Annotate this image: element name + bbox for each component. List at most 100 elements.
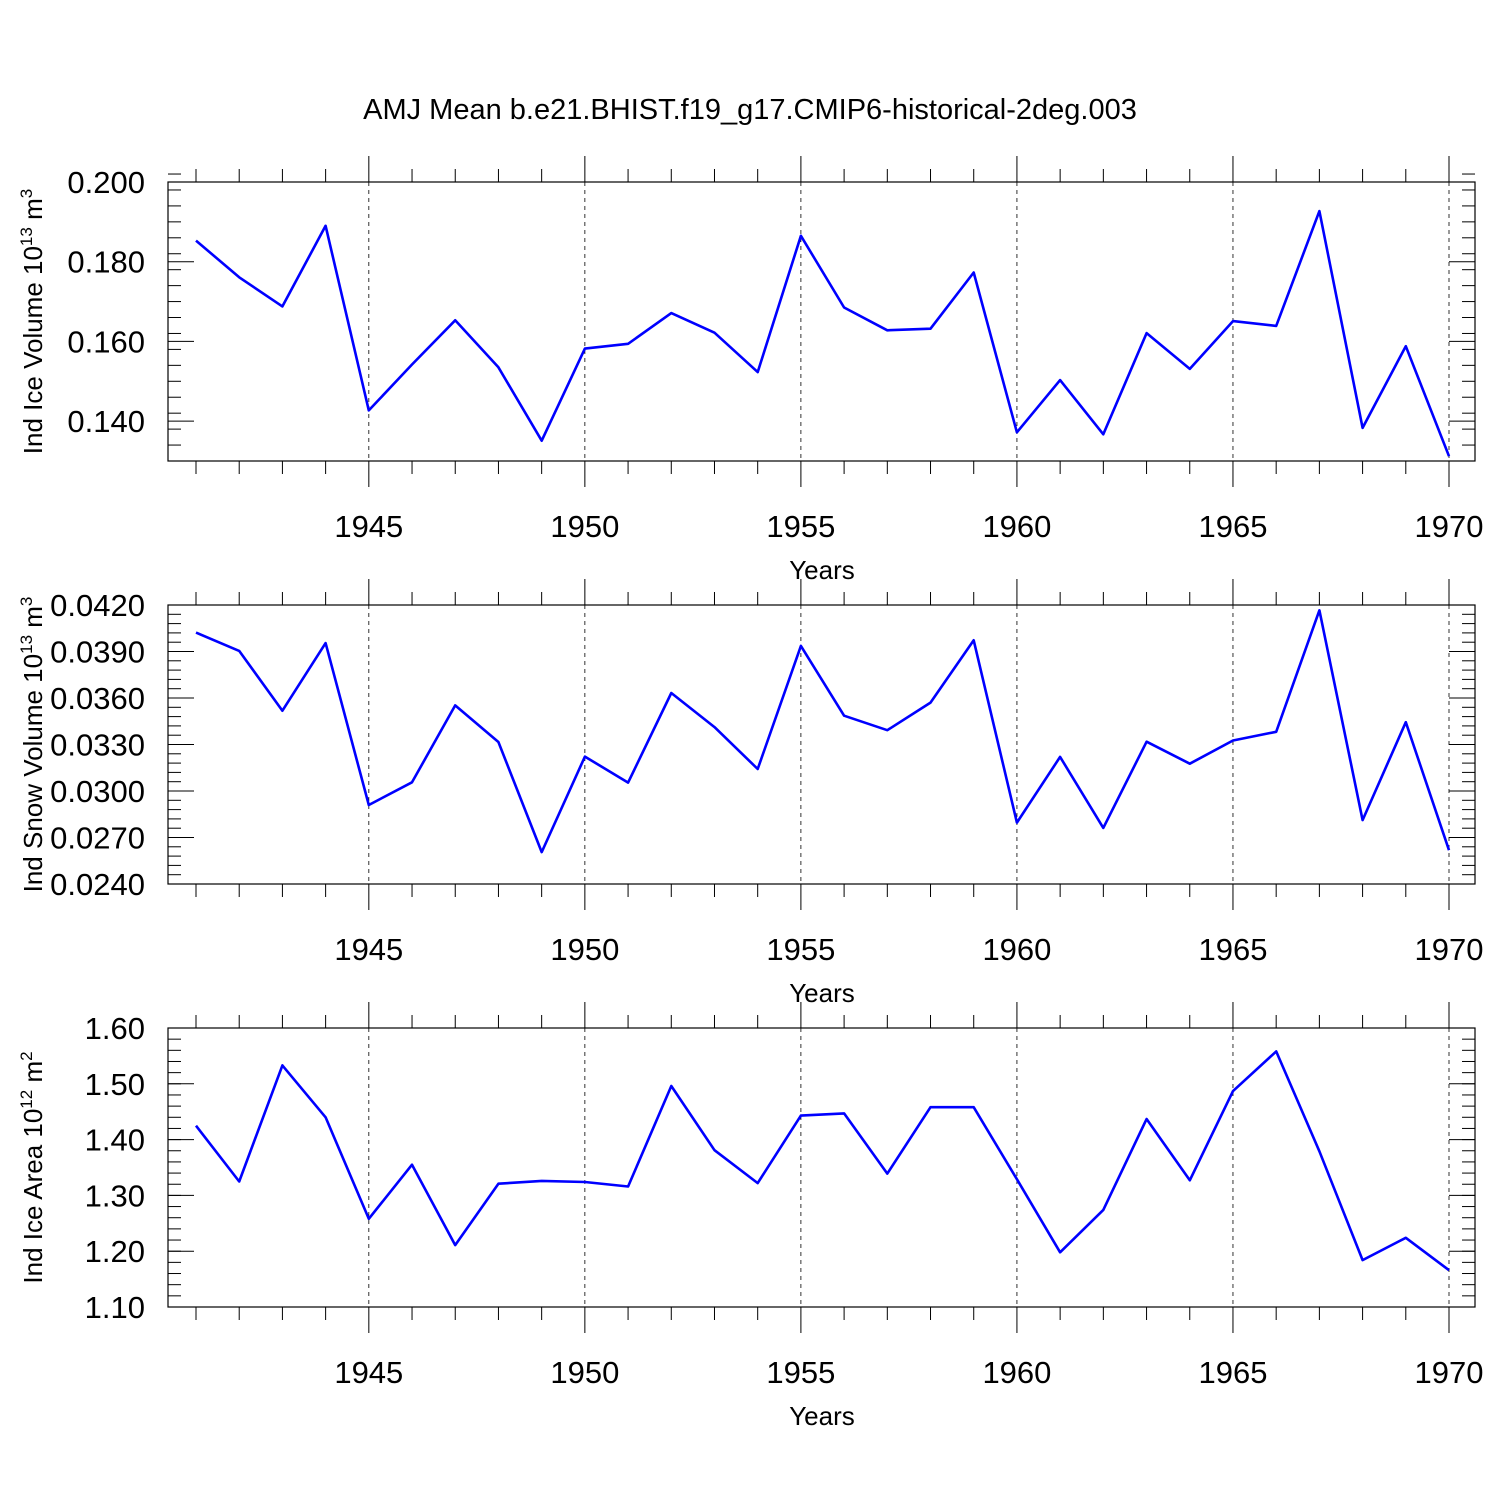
y-axis-title-text: Ind Ice Area 10 xyxy=(18,1109,48,1284)
data-point xyxy=(1189,1179,1191,1181)
x-tick-label: 1955 xyxy=(766,509,835,544)
x-axis-title: Years xyxy=(789,555,855,585)
data-point xyxy=(929,1106,931,1108)
y-tick-label: 0.0300 xyxy=(50,774,145,809)
y-tick-label: 0.0360 xyxy=(50,681,145,716)
data-point xyxy=(627,343,629,345)
plot-frame xyxy=(167,181,1476,462)
y-axis-title: Ind Ice Area 1012 m2 xyxy=(17,1051,48,1283)
y-tick-label: 0.0240 xyxy=(50,867,145,902)
data-point xyxy=(195,631,197,633)
y-tick-label: 0.0420 xyxy=(50,588,145,623)
data-point xyxy=(1361,1259,1363,1261)
data-point xyxy=(1275,731,1277,733)
x-tick-label: 1945 xyxy=(334,509,403,544)
y-tick-label: 0.200 xyxy=(67,165,145,200)
y-axis-title: Ind Ice Volume 1013 m3 xyxy=(17,189,48,454)
y-axis-title-unit-exponent: 2 xyxy=(17,1051,36,1060)
data-point xyxy=(411,781,413,783)
data-point xyxy=(281,305,283,307)
data-point xyxy=(238,650,240,652)
data-point xyxy=(1189,368,1191,370)
chart-panel-2: 0.0240 0.0270 0.0300 0.0330 0.0360 0.0390 0.04… xyxy=(17,579,1483,1008)
data-point xyxy=(756,371,758,373)
y-tick-label: 1.20 xyxy=(85,1234,145,1269)
data-point xyxy=(281,1064,283,1066)
y-axis-title-unit-exponent: 3 xyxy=(17,597,36,606)
y-axis-title-text: Ind Snow Volume 10 xyxy=(18,654,48,893)
data-point xyxy=(368,1218,370,1220)
data-point xyxy=(238,1180,240,1182)
x-tick-label: 1955 xyxy=(766,1355,835,1390)
y-tick-label: 0.160 xyxy=(67,324,145,359)
y-tick-label: 0.0270 xyxy=(50,821,145,856)
y-tick-label: 0.0330 xyxy=(50,728,145,763)
y-axis-title-exponent: 13 xyxy=(17,227,36,246)
series-line xyxy=(194,1050,1450,1272)
plot-frame xyxy=(167,604,1476,885)
data-point xyxy=(497,1182,499,1184)
y-axis-title-exponent: 12 xyxy=(17,1090,36,1109)
data-point xyxy=(929,327,931,329)
data-point xyxy=(1318,609,1320,611)
x-tick-label: 1965 xyxy=(1198,932,1267,967)
data-point xyxy=(540,439,542,441)
x-tick-label: 1965 xyxy=(1198,509,1267,544)
chart-panel-3: 1.10 1.20 1.30 1.40 1.50 1.60 1945 1950 1955 1960… xyxy=(17,1002,1483,1431)
data-point xyxy=(886,1172,888,1174)
series-line xyxy=(195,608,1451,854)
x-tick-label: 1945 xyxy=(334,932,403,967)
data-point xyxy=(1059,379,1061,381)
data-point xyxy=(627,781,629,783)
x-tick-label: 1960 xyxy=(982,1355,1051,1390)
data-point xyxy=(1102,433,1104,435)
x-tick-label: 1960 xyxy=(982,932,1051,967)
y-tick-label: 0.0390 xyxy=(50,635,145,670)
data-point xyxy=(1145,741,1147,743)
x-tick-label: 1950 xyxy=(550,509,619,544)
data-point xyxy=(1059,756,1061,758)
data-point xyxy=(886,329,888,331)
x-tick-label: 1950 xyxy=(550,1355,619,1390)
data-point xyxy=(324,225,326,227)
data-point xyxy=(1448,1269,1450,1271)
data-point xyxy=(1405,1237,1407,1239)
data-point xyxy=(843,1112,845,1114)
data-point xyxy=(1145,332,1147,334)
data-point xyxy=(1102,1209,1104,1211)
data-point xyxy=(195,1124,197,1126)
data-point xyxy=(1318,210,1320,212)
data-point xyxy=(973,639,975,641)
y-tick-label: 1.50 xyxy=(85,1067,145,1102)
data-point xyxy=(1361,427,1363,429)
data-point xyxy=(713,331,715,333)
data-point xyxy=(584,1181,586,1183)
y-axis-title-exponent: 13 xyxy=(17,635,36,654)
y-tick-label: 0.180 xyxy=(67,245,145,280)
data-point xyxy=(584,347,586,349)
y-axis-title-unit: m xyxy=(18,198,48,227)
y-axis-title-unit-exponent: 3 xyxy=(17,189,36,198)
data-point xyxy=(540,851,542,853)
data-point xyxy=(195,239,197,241)
y-tick-label: 1.30 xyxy=(85,1178,145,1213)
data-point xyxy=(1361,819,1363,821)
data-point xyxy=(1232,320,1234,322)
data-point xyxy=(1275,325,1277,327)
data-point xyxy=(800,235,802,237)
data-point xyxy=(324,642,326,644)
y-tick-label: 1.10 xyxy=(85,1290,145,1325)
data-point xyxy=(1448,455,1450,457)
x-tick-label: 1960 xyxy=(982,509,1051,544)
data-point xyxy=(411,363,413,365)
data-point xyxy=(368,409,370,411)
x-tick-label: 1970 xyxy=(1415,509,1484,544)
x-tick-label: 1970 xyxy=(1415,932,1484,967)
chart-title: AMJ Mean b.e21.BHIST.f19_g17.CMIP6-histo… xyxy=(363,94,1137,126)
y-tick-label: 1.60 xyxy=(85,1011,145,1046)
data-point xyxy=(1016,1178,1018,1180)
y-tick-label: 0.140 xyxy=(67,404,145,439)
data-point xyxy=(584,755,586,757)
data-point xyxy=(281,710,283,712)
data-point xyxy=(1016,431,1018,433)
